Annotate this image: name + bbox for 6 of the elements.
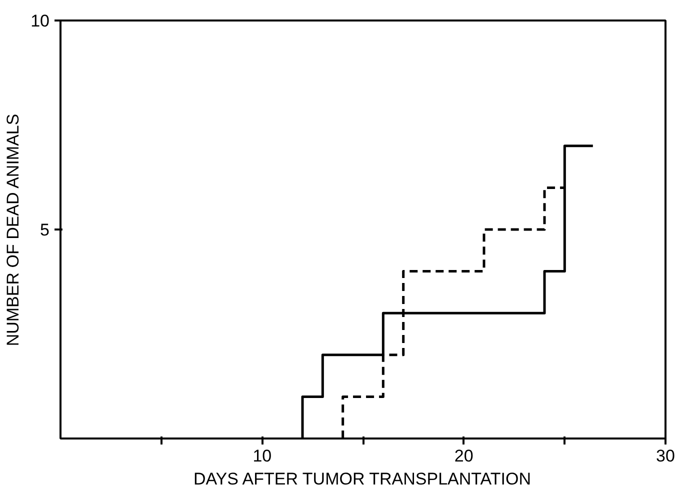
x-axis-title: DAYS AFTER TUMOR TRANSPLANTATION	[193, 470, 531, 488]
x-tick-label: 20	[454, 446, 474, 466]
y-axis-title: NUMBER OF DEAD ANIMALS	[4, 114, 23, 346]
y-tick-label: 5	[40, 220, 50, 240]
x-tick-label: 10	[252, 446, 272, 466]
x-tick-label: 30	[656, 446, 675, 466]
